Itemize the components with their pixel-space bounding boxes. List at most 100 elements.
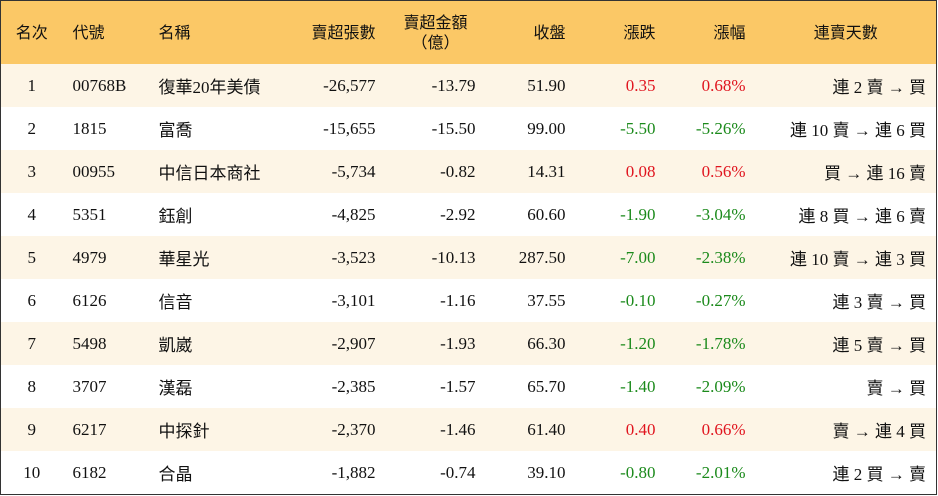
table-cell: -1.20 — [575, 322, 666, 365]
table-cell: -2.09% — [695, 376, 746, 396]
table-cell: -10.13 — [385, 236, 486, 279]
table-cell: -0.10 — [620, 290, 656, 310]
table-cell: 1815 — [72, 118, 107, 138]
table-cell: 0.35 — [575, 64, 666, 107]
table-cell: 連 8 買 → 連 6 賣 — [798, 207, 927, 226]
table-cell: 6182 — [72, 462, 107, 482]
table-cell: -15.50 — [431, 118, 476, 138]
table-cell: 信音 — [158, 293, 193, 312]
table-cell: -2.92 — [440, 204, 476, 224]
table-row: 8 3707 漢磊 -2,385 -1.57 65.70 -1.40 -2.09% 賣 → 買 — [1, 365, 937, 408]
table-cell: -0.82 — [385, 150, 486, 193]
table-cell: -5,734 — [282, 150, 386, 193]
table-cell: 4979 — [62, 236, 149, 279]
table-cell: -1.46 — [385, 408, 486, 451]
table-cell: 65.70 — [527, 376, 566, 396]
table-body: 1 00768B 復華20年美債 -26,577 -13.79 51.90 0.35 0.68… — [0, 64, 937, 495]
table-cell: -0.74 — [440, 462, 476, 482]
column-header: 漲跌 — [575, 0, 666, 64]
table-cell: 51.90 — [485, 64, 576, 107]
table-cell: 14.31 — [485, 150, 576, 193]
table-cell: 00768B — [62, 64, 149, 107]
table-cell: 5498 — [62, 322, 149, 365]
table-cell: -2.38% — [665, 236, 756, 279]
table-cell: 10 — [23, 462, 41, 482]
column-header: 賣超金額 （億） — [385, 0, 486, 64]
table-cell: 00955 — [62, 150, 149, 193]
table-cell: 連 2 買 → 賣 — [832, 465, 927, 484]
table-row: 4 5351 鈺創 -4,825 -2.92 60.60 -1.90 -3.04% 連 8 買 … — [1, 193, 937, 236]
table-cell: 3 — [0, 150, 63, 193]
table-cell: -2,385 — [331, 376, 376, 396]
table-cell: -5.26% — [695, 118, 746, 138]
table-cell: 4 — [27, 204, 37, 224]
table-cell: 5 — [0, 236, 63, 279]
table-cell: 連 10 賣 → 連 6 買 — [790, 121, 926, 140]
table-cell: -1.90 — [620, 204, 656, 224]
table-row: 9 6217 中探針 -2,370 -1.46 61.40 0.40 0.66% 賣 → 連 4… — [0, 408, 937, 451]
column-header: 連賣天數 — [755, 0, 937, 64]
table-cell: 6 — [27, 290, 37, 310]
table-cell: -1.93 — [385, 322, 486, 365]
table-row: 10 6182 合晶 -1,882 -0.74 39.10 -0.80 -2.01% 連 2 買… — [1, 451, 937, 495]
table-cell: -2,907 — [282, 322, 386, 365]
table-cell: -1.40 — [620, 376, 656, 396]
table-cell: -1.57 — [440, 376, 476, 396]
table-cell: 連 10 賣 → 連 3 買 — [755, 236, 937, 279]
table-cell: 0.66% — [665, 408, 756, 451]
table-cell: 39.10 — [527, 462, 566, 482]
table-row: 6 6126 信音 -3,101 -1.16 37.55 -0.10 -0.27% 連 3 賣 … — [1, 279, 937, 322]
table-cell: -3,523 — [282, 236, 386, 279]
table-cell: 漢磊 — [158, 379, 193, 398]
column-header: 賣超張數 — [282, 0, 386, 64]
table-cell: 中信日本商社 — [148, 150, 283, 193]
table-cell: 5351 — [72, 204, 107, 224]
table-cell: 凱崴 — [148, 322, 283, 365]
table-cell: 6126 — [72, 290, 107, 310]
table-row: 2 1815 富喬 -15,655 -15.50 99.00 -5.50 -5.26% 連 10… — [1, 107, 937, 150]
column-header: 收盤 — [485, 0, 576, 64]
table-cell: 華星光 — [148, 236, 283, 279]
table-cell: -0.27% — [695, 290, 746, 310]
table-cell: 連 5 賣 → 買 — [755, 322, 937, 365]
table-row: 1 00768B 復華20年美債 -26,577 -13.79 51.90 0.35 0.68… — [0, 64, 937, 107]
table-cell: -26,577 — [282, 64, 386, 107]
table-cell: -1,882 — [331, 462, 376, 482]
table-cell: 鈺創 — [158, 207, 193, 226]
table-row: 3 00955 中信日本商社 -5,734 -0.82 14.31 0.08 0.56% 買 →… — [0, 150, 937, 193]
table-cell: 富喬 — [158, 121, 193, 140]
table-header: 名次 代號 名稱 賣超張數 賣超金額 （億） 收盤 漲跌 漲幅 連賣天數 — [0, 0, 937, 64]
table-cell: 8 — [27, 376, 37, 396]
table-cell: 0.68% — [665, 64, 756, 107]
table-cell: 9 — [0, 408, 63, 451]
table-cell: 賣 → 買 — [866, 379, 927, 398]
table-cell: -1.78% — [665, 322, 756, 365]
table-cell: 3707 — [72, 376, 107, 396]
table-cell: 37.55 — [527, 290, 566, 310]
table-cell: -7.00 — [575, 236, 666, 279]
table-cell: 復華20年美債 — [148, 64, 283, 107]
table-cell: 6217 — [62, 408, 149, 451]
table-cell: -5.50 — [620, 118, 656, 138]
table-cell: 60.60 — [527, 204, 566, 224]
table-cell: 7 — [0, 322, 63, 365]
table-cell: 中探針 — [148, 408, 283, 451]
table-cell: 0.08 — [575, 150, 666, 193]
table-row: 7 5498 凱崴 -2,907 -1.93 66.30 -1.20 -1.78% 連 5 賣 … — [0, 322, 937, 365]
table-cell: 連 2 賣 → 買 — [755, 64, 937, 107]
table-cell: 287.50 — [485, 236, 576, 279]
table-cell: -0.80 — [620, 462, 656, 482]
table-cell: 連 3 賣 → 買 — [832, 293, 927, 312]
table-cell: 61.40 — [485, 408, 576, 451]
table-cell: -2.01% — [695, 462, 746, 482]
table-cell: 0.40 — [575, 408, 666, 451]
table-cell: 合晶 — [158, 465, 193, 484]
table-cell: -4,825 — [331, 204, 376, 224]
table-cell: 1 — [0, 64, 63, 107]
table-cell: -15,655 — [323, 118, 376, 138]
table-cell: -2,370 — [282, 408, 386, 451]
column-header: 漲幅 — [665, 0, 756, 64]
column-header: 代號 — [62, 0, 149, 64]
table-cell: 2 — [27, 118, 37, 138]
